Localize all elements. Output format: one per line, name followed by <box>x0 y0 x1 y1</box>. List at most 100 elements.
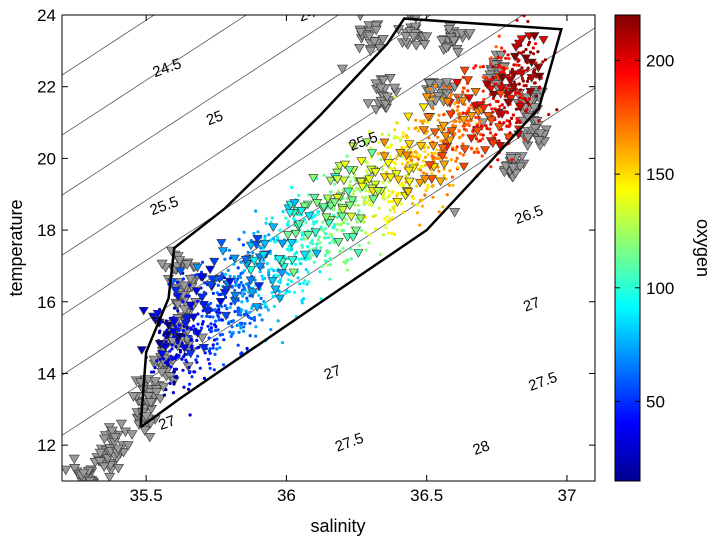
gray-marker <box>106 426 118 437</box>
oxygen-triangle <box>188 313 199 323</box>
gray-marker <box>174 256 186 266</box>
oxygen-triangle <box>372 187 383 196</box>
oxygen-point <box>341 228 346 233</box>
oxygen-point <box>363 215 367 220</box>
oxygen-point <box>257 313 261 317</box>
gray-marker <box>94 448 106 459</box>
oxygen-point <box>305 282 309 286</box>
oxygen-point <box>457 128 461 132</box>
oxygen-point <box>381 192 385 196</box>
oxygen-point <box>269 267 274 271</box>
oxygen-point <box>344 261 348 265</box>
oxygen-point <box>479 132 483 136</box>
oxygen-point <box>445 193 449 197</box>
oxygen-triangle <box>288 268 299 278</box>
oxygen-point <box>461 90 465 94</box>
oxygen-point <box>228 274 232 278</box>
oxygen-point <box>180 357 184 361</box>
oxygen-point <box>193 273 198 277</box>
oxygen-point <box>264 217 269 221</box>
oxygen-point <box>211 315 215 319</box>
oxygen-point <box>188 370 192 374</box>
oxygen-triangle <box>247 288 258 298</box>
gray-marker <box>377 76 389 86</box>
oxygen-point <box>414 184 419 188</box>
oxygen-triangle <box>488 90 500 100</box>
gray-marker <box>184 274 196 285</box>
oxygen-point <box>173 375 177 379</box>
oxygen-point <box>249 317 254 321</box>
oxygen-triangle <box>385 173 396 183</box>
oxygen-point <box>237 330 241 334</box>
y-tick-label: 14 <box>37 364 56 383</box>
oxygen-point <box>538 85 542 89</box>
oxygen-point <box>388 208 392 212</box>
y-tick-label: 18 <box>37 221 56 240</box>
oxygen-point <box>355 187 359 191</box>
oxygen-point <box>319 297 323 301</box>
oxygen-point <box>300 245 305 249</box>
oxygen-point <box>260 318 264 322</box>
oxygen-triangle <box>525 87 536 97</box>
oxygen-point <box>185 360 189 364</box>
oxygen-point <box>206 324 210 328</box>
oxygen-point <box>214 319 218 323</box>
oxygen-point <box>410 161 414 165</box>
gray-marker <box>407 32 419 42</box>
oxygen-point <box>407 126 411 131</box>
oxygen-triangle <box>440 132 451 141</box>
gray-marker <box>98 434 110 445</box>
oxygen-point <box>246 250 250 254</box>
x-tick-label: 36 <box>277 486 296 505</box>
oxygen-point <box>169 365 173 369</box>
oxygen-point <box>369 146 373 150</box>
oxygen-point <box>504 86 508 90</box>
oxygen-point <box>254 325 258 329</box>
oxygen-point <box>312 215 316 219</box>
oxygen-point <box>489 165 493 169</box>
oxygen-triangle <box>299 202 310 212</box>
oxygen-point <box>242 230 246 234</box>
oxygen-point <box>316 212 320 216</box>
oxygen-point <box>182 385 186 389</box>
oxygen-point <box>164 388 168 392</box>
oxygen-point <box>537 119 541 123</box>
oxygen-point <box>508 87 512 92</box>
oxygen-point <box>454 159 458 163</box>
oxygen-point <box>449 93 453 97</box>
y-tick-label: 20 <box>37 149 56 168</box>
oxygen-triangle <box>318 203 329 212</box>
oxygen-point <box>388 218 392 222</box>
gray-marker <box>495 51 507 61</box>
oxygen-point <box>386 195 390 199</box>
oxygen-point <box>496 65 500 69</box>
oxygen-point <box>373 227 377 231</box>
oxygen-triangle <box>508 83 519 92</box>
oxygen-point <box>186 387 191 391</box>
oxygen-point <box>525 68 529 72</box>
oxygen-triangle <box>502 90 513 100</box>
oxygen-point <box>190 375 194 379</box>
oxygen-point <box>504 56 508 60</box>
oxygen-point <box>221 363 226 367</box>
oxygen-point <box>312 220 316 224</box>
oxygen-point <box>316 238 320 242</box>
oxygen-triangle <box>355 214 366 224</box>
oxygen-triangle <box>299 250 310 260</box>
oxygen-triangle <box>179 344 190 353</box>
oxygen-point <box>521 79 525 83</box>
oxygen-point <box>272 304 276 308</box>
gray-marker <box>377 35 389 45</box>
oxygen-triangle <box>338 176 349 186</box>
oxygen-triangle <box>308 174 319 183</box>
oxygen-triangle <box>229 254 240 264</box>
gray-marker <box>421 32 433 42</box>
oxygen-point <box>496 99 500 104</box>
isopycnal-26 <box>62 15 340 196</box>
oxygen-point <box>240 300 244 304</box>
gray-marker <box>522 133 534 143</box>
oxygen-point <box>236 313 240 317</box>
oxygen-point <box>174 325 178 329</box>
oxygen-point <box>525 79 530 83</box>
oxygen-point <box>396 136 400 140</box>
